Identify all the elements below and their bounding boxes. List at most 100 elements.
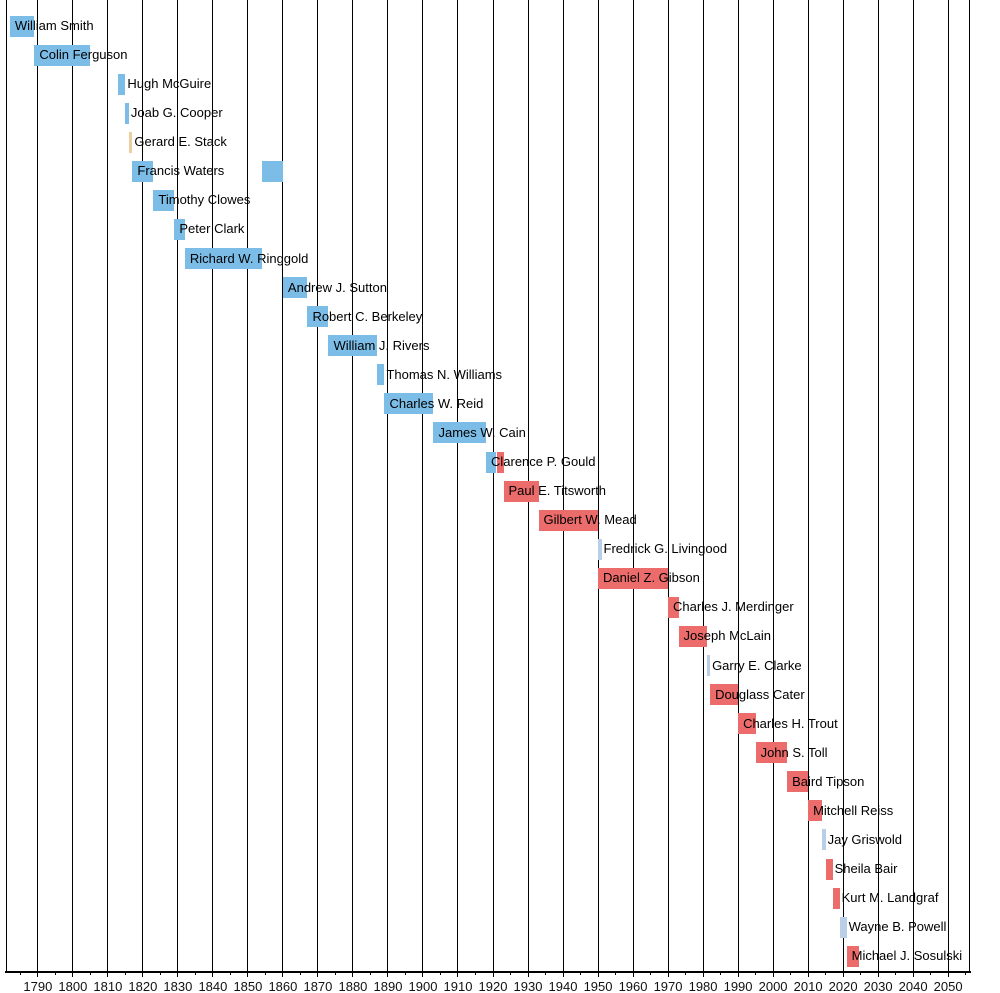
bar-garry-e-clarke	[706, 655, 711, 677]
gridline-1810	[107, 0, 109, 972]
x-minor-tick-1975	[685, 971, 687, 975]
label-charles-j-merdinger: Charles J. Merdinger	[673, 599, 794, 615]
bar-charles-w-reid	[384, 393, 434, 415]
x-tick-2030	[877, 971, 879, 977]
x-tick-1870	[317, 971, 319, 977]
gridline-1960	[632, 0, 634, 972]
bar-thomas-n-williams	[377, 364, 385, 386]
x-tick-label-1900: 1900	[408, 978, 438, 993]
bar-charles-j-merdinger	[668, 596, 679, 618]
bar-william-smith	[9, 15, 35, 37]
bar-hugh-mcguire	[118, 73, 126, 95]
gridline-2000	[772, 0, 774, 972]
gridline-1910	[457, 0, 459, 972]
x-tick-1890	[387, 971, 389, 977]
bar-richard-w-ringgold	[184, 248, 262, 270]
x-tick-label-2020: 2020	[828, 978, 858, 993]
x-tick-1810	[107, 971, 109, 977]
label-mitchell-reiss: Mitchell Reiss	[813, 802, 894, 818]
x-tick-1830	[177, 971, 179, 977]
label-robert-c-berkeley: Robert C. Berkeley	[312, 308, 423, 324]
x-tick-1790	[37, 971, 39, 977]
x-tick-1930	[527, 971, 529, 977]
gridline-1900	[422, 0, 424, 972]
label-michael-j-sosulski: Michael J. Sosulski	[851, 948, 963, 964]
label-gilbert-w-mead: Gilbert W. Mead	[543, 512, 637, 528]
x-tick-1840	[212, 971, 214, 977]
x-tick-1850	[247, 971, 249, 977]
x-minor-tick-1905	[439, 971, 441, 975]
bar-francis-waters-2	[261, 160, 283, 182]
bar-jay-griswold	[822, 829, 826, 851]
gridline-2020	[842, 0, 844, 972]
gridline-1830	[177, 0, 179, 972]
gridline-2030	[877, 0, 879, 972]
bar-mitchell-reiss	[808, 800, 823, 822]
x-minor-tick-1915	[474, 971, 476, 975]
x-tick-2040	[912, 971, 914, 977]
label-joseph-mclain: Joseph McLain	[683, 628, 771, 644]
bar-kurt-m-landgraf	[832, 887, 840, 909]
x-minor-tick-1885	[369, 971, 371, 975]
x-minor-tick-2055	[965, 971, 967, 975]
gridline-1990	[737, 0, 739, 972]
bar-fredrick-g-livingood	[598, 538, 602, 560]
label-francis-waters: Francis Waters	[137, 163, 225, 179]
gridline-1800	[72, 0, 74, 972]
x-tick-label-1910: 1910	[443, 978, 473, 993]
gridline-1980	[702, 0, 704, 972]
x-tick-label-1820: 1820	[128, 978, 158, 993]
x-minor-tick-1795	[54, 971, 56, 975]
bar-clarence-p-gould-2	[496, 451, 504, 473]
gridline-1820	[142, 0, 144, 972]
gridline-1940	[562, 0, 564, 972]
x-minor-tick-1785	[19, 971, 21, 975]
label-garry-e-clarke: Garry E. Clarke	[712, 657, 802, 673]
label-kurt-m-landgraf: Kurt M. Landgraf	[841, 890, 939, 906]
x-minor-tick-1835	[194, 971, 196, 975]
label-clarence-p-gould: Clarence P. Gould	[490, 454, 596, 470]
gridline-1890	[387, 0, 389, 972]
x-tick-label-1850: 1850	[233, 978, 263, 993]
x-minor-tick-1985	[720, 971, 722, 975]
x-tick-2050	[947, 971, 949, 977]
x-minor-tick-1895	[404, 971, 406, 975]
label-thomas-n-williams: Thomas N. Williams	[386, 366, 503, 382]
label-paul-e-titsworth: Paul E. Titsworth	[508, 483, 607, 499]
x-minor-tick-1825	[159, 971, 161, 975]
x-tick-1970	[667, 971, 669, 977]
x-tick-2020	[842, 971, 844, 977]
x-tick-1910	[457, 971, 459, 977]
label-wayne-b-powell: Wayne B. Powell	[848, 919, 947, 935]
x-tick-label-1980: 1980	[688, 978, 718, 993]
x-tick-1960	[632, 971, 634, 977]
x-tick-label-1880: 1880	[338, 978, 368, 993]
label-fredrick-g-livingood: Fredrick G. Livingood	[603, 541, 728, 557]
x-tick-2000	[772, 971, 774, 977]
gridline-1850	[247, 0, 249, 972]
x-tick-label-2010: 2010	[793, 978, 823, 993]
x-tick-label-1930: 1930	[513, 978, 543, 993]
gridline-1970	[667, 0, 669, 972]
bar-clarence-p-gould-1	[485, 451, 497, 473]
label-william-j-rivers: William J. Rivers	[333, 337, 430, 353]
bar-robert-c-berkeley	[307, 306, 329, 328]
label-baird-tipson: Baird Tipson	[792, 773, 865, 789]
x-tick-label-2000: 2000	[758, 978, 788, 993]
right-spine	[969, 0, 970, 972]
x-tick-1990	[737, 971, 739, 977]
label-timothy-clowes: Timothy Clowes	[158, 192, 251, 208]
x-tick-label-1810: 1810	[93, 978, 123, 993]
bar-timothy-clowes	[153, 189, 175, 211]
x-minor-tick-2045	[930, 971, 932, 975]
bar-peter-clark	[174, 218, 185, 240]
bar-charles-h-trout	[738, 713, 756, 735]
gridline-1840	[212, 0, 214, 972]
bar-andrew-j-sutton	[282, 277, 308, 299]
left-spine	[5, 0, 7, 972]
x-tick-1900	[422, 971, 424, 977]
gridline-2040	[912, 0, 914, 972]
bar-john-s-toll	[755, 742, 788, 764]
label-jay-griswold: Jay Griswold	[827, 831, 903, 847]
